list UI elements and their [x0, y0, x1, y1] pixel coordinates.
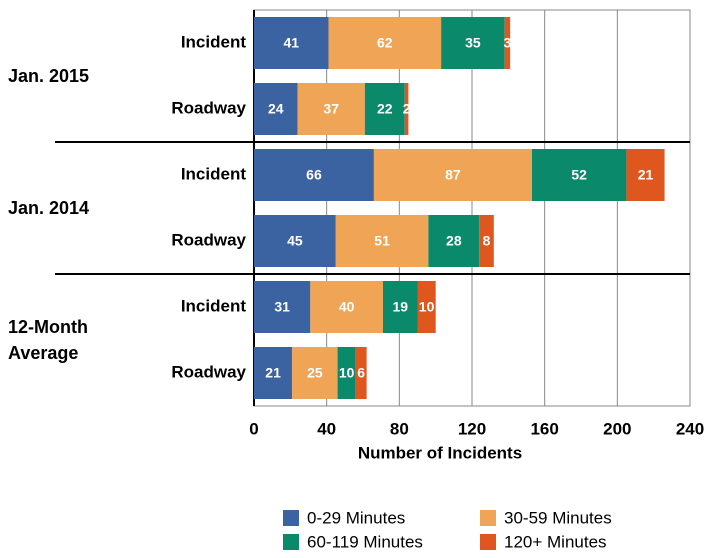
x-tick-label: 160 [530, 419, 558, 438]
x-tick-label: 80 [390, 419, 409, 438]
value-label: 45 [287, 233, 303, 249]
x-tick-label: 240 [676, 419, 704, 438]
value-label: 25 [307, 365, 323, 381]
group-label: Jan. 2014 [8, 198, 90, 218]
bar-segment [254, 215, 336, 267]
bar-segment [479, 215, 494, 267]
value-label: 19 [392, 299, 408, 315]
value-label: 8 [483, 233, 491, 249]
x-tick-label: 120 [458, 419, 486, 438]
value-label: 62 [377, 35, 393, 51]
legend-swatch [283, 510, 299, 526]
value-label: 41 [283, 35, 299, 51]
y-tick-label: Roadway [171, 230, 246, 249]
bar-segment [382, 281, 418, 333]
legend-label: 120+ Minutes [504, 532, 607, 551]
bar-segment [626, 149, 665, 201]
x-tick-label: 40 [317, 419, 336, 438]
bar-segment [297, 83, 365, 135]
value-label: 66 [306, 167, 322, 183]
bar-segment [404, 83, 409, 135]
value-label: 10 [339, 365, 355, 381]
legend-label: 60-119 Minutes [307, 532, 423, 551]
value-label: 35 [465, 35, 481, 51]
legend-label: 0-29 Minutes [307, 508, 405, 527]
group-label: Jan. 2015 [8, 66, 90, 86]
y-tick-label: Roadway [171, 98, 246, 117]
bar-segment [328, 17, 442, 69]
x-tick-label: 200 [603, 419, 631, 438]
y-tick-label: Incident [181, 296, 247, 315]
y-tick-label: Roadway [171, 362, 246, 381]
bar-segment [254, 281, 311, 333]
value-label: 24 [268, 101, 284, 117]
x-axis-title: Number of Incidents [358, 443, 522, 462]
bar-segment [335, 215, 429, 267]
value-label: 22 [377, 101, 393, 117]
value-label: 3 [504, 35, 512, 51]
value-label: 21 [638, 167, 654, 183]
bar-segment [310, 281, 383, 333]
value-label: 21 [265, 365, 281, 381]
value-label: 6 [357, 365, 365, 381]
value-label: 52 [571, 167, 587, 183]
bar-segment [373, 149, 532, 201]
legend-swatch [480, 534, 496, 550]
value-label: 51 [374, 233, 390, 249]
value-label: 87 [445, 167, 461, 183]
bar-segment [254, 149, 374, 201]
value-label: 31 [274, 299, 290, 315]
bar-segment [254, 17, 329, 69]
legend-label: 30-59 Minutes [504, 508, 612, 527]
bar-segment [428, 215, 480, 267]
group-label: 12-Month Average [8, 317, 88, 363]
bar-segment [441, 17, 505, 69]
x-tick-label: 0 [249, 419, 258, 438]
bar-segment [254, 83, 298, 135]
bar-segment [355, 347, 367, 399]
bar-segment [292, 347, 338, 399]
bar-segment [364, 83, 405, 135]
bar-segment [337, 347, 356, 399]
value-label: 2 [403, 101, 411, 117]
legend-swatch [283, 534, 299, 550]
bar-segment [254, 347, 293, 399]
legend-swatch [480, 510, 496, 526]
value-label: 40 [339, 299, 355, 315]
value-label: 10 [419, 299, 435, 315]
y-tick-label: Incident [181, 32, 247, 51]
value-label: 28 [446, 233, 462, 249]
value-label: 37 [323, 101, 339, 117]
bar-segment [504, 17, 511, 69]
bar-segment [417, 281, 436, 333]
bar-segment [531, 149, 627, 201]
y-tick-label: Incident [181, 164, 247, 183]
